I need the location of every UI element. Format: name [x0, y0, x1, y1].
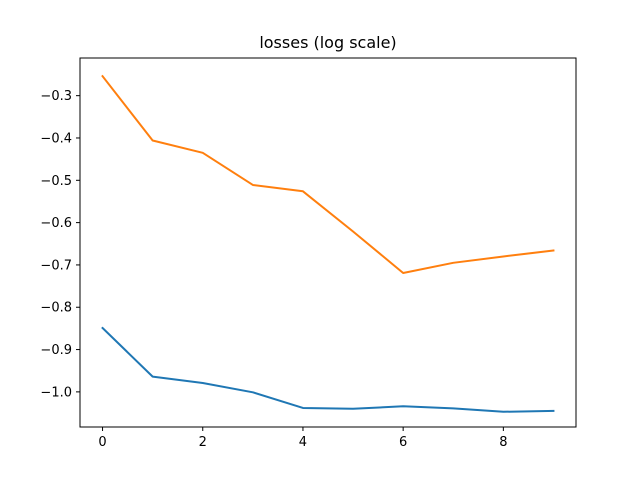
y-tick-label: −1.0	[40, 385, 72, 400]
series-line-1	[101, 326, 555, 413]
x-tick-label: 6	[399, 435, 407, 450]
y-tick-label: −0.9	[40, 343, 72, 358]
x-tick-label: 8	[499, 435, 507, 450]
y-tick-label: −0.8	[40, 301, 72, 316]
y-tick-label: −0.6	[40, 216, 72, 231]
x-axis: 0 2 4 6 8	[98, 427, 507, 450]
y-tick-label: −0.3	[40, 89, 72, 104]
y-axis: −1.0 −0.9 −0.8 −0.7 −0.6 −0.5 −0.4 −0.3	[40, 89, 80, 400]
x-tick-label: 2	[199, 435, 207, 450]
y-tick-label: −0.5	[40, 174, 72, 189]
x-tick-label: 4	[299, 435, 307, 450]
plot-frame	[79, 57, 577, 428]
series-line-2	[101, 74, 555, 274]
y-tick-label: −0.7	[40, 258, 72, 273]
y-tick-label: −0.4	[40, 131, 72, 146]
chart-title: losses (log scale)	[259, 33, 396, 52]
series-layer	[101, 74, 555, 413]
x-tick-label: 0	[98, 435, 106, 450]
